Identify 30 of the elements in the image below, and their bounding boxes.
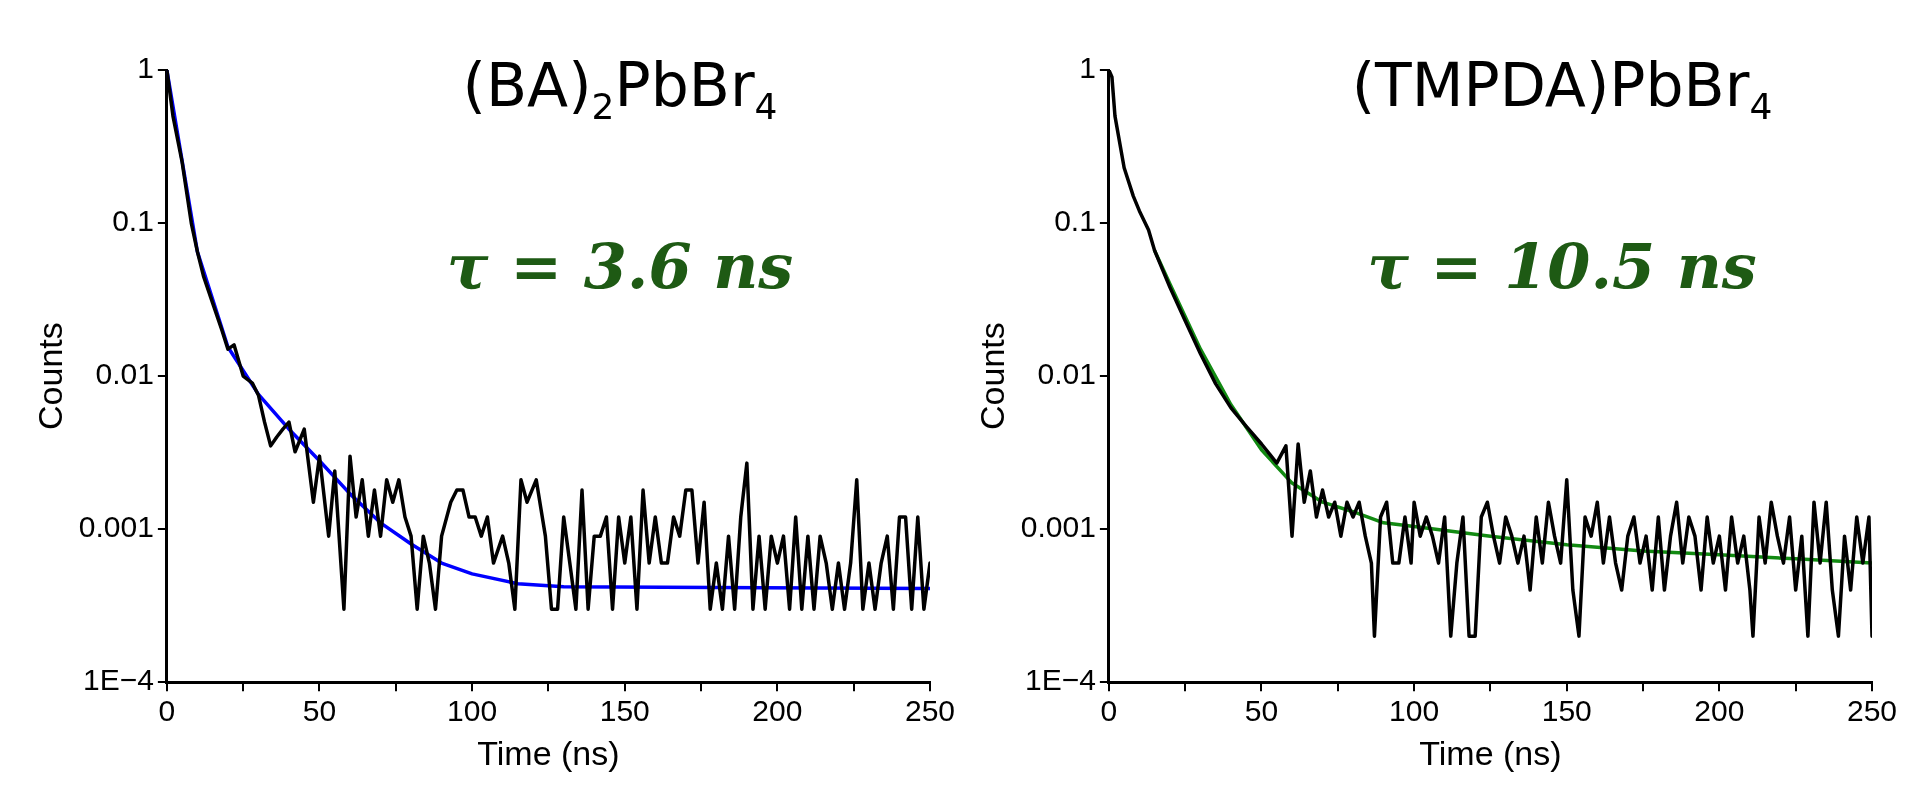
x-tick-label: 250	[1846, 694, 1898, 728]
x-tick-label: 250	[904, 694, 956, 728]
x-tick-label: 200	[1694, 694, 1745, 728]
y-tick-label: 0.01	[1037, 357, 1096, 391]
x-tick-label: 50	[302, 694, 337, 728]
x-tick-label: 150	[1541, 694, 1592, 728]
annotation: (BA)$_{2}$PbBr$_{4}$	[462, 50, 778, 127]
y-tick-label: 0.1	[112, 204, 154, 238]
annotation: (TMPDA)PbBr$_{4}$	[1351, 50, 1773, 127]
x-tick-label: 50	[1244, 694, 1279, 728]
y-axis-title: Counts	[972, 322, 1011, 430]
y-tick-label: 0.001	[78, 510, 154, 544]
annotation: τ = 3.6 ns	[446, 230, 794, 303]
x-axis-title: Time (ns)	[1419, 733, 1562, 772]
y-tick-label: 0.001	[1020, 510, 1096, 544]
y-tick-label: 0.01	[95, 357, 154, 391]
x-tick-label: 0	[1100, 694, 1118, 728]
y-axis-title: Counts	[30, 322, 69, 430]
x-tick-label: 150	[599, 694, 650, 728]
x-tick-label: 0	[158, 694, 176, 728]
y-tick-label: 1E−4	[82, 663, 154, 697]
y-tick-label: 1E−4	[1024, 663, 1096, 697]
y-tick-label: 0.1	[1054, 204, 1096, 238]
x-axis-title: Time (ns)	[477, 733, 620, 772]
x-tick-label: 100	[447, 694, 498, 728]
x-tick-label: 200	[752, 694, 803, 728]
y-tick-label: 1	[1079, 51, 1096, 85]
x-tick-label: 100	[1389, 694, 1440, 728]
y-tick-label: 1	[137, 51, 154, 85]
annotation: τ = 10.5 ns	[1367, 230, 1757, 303]
